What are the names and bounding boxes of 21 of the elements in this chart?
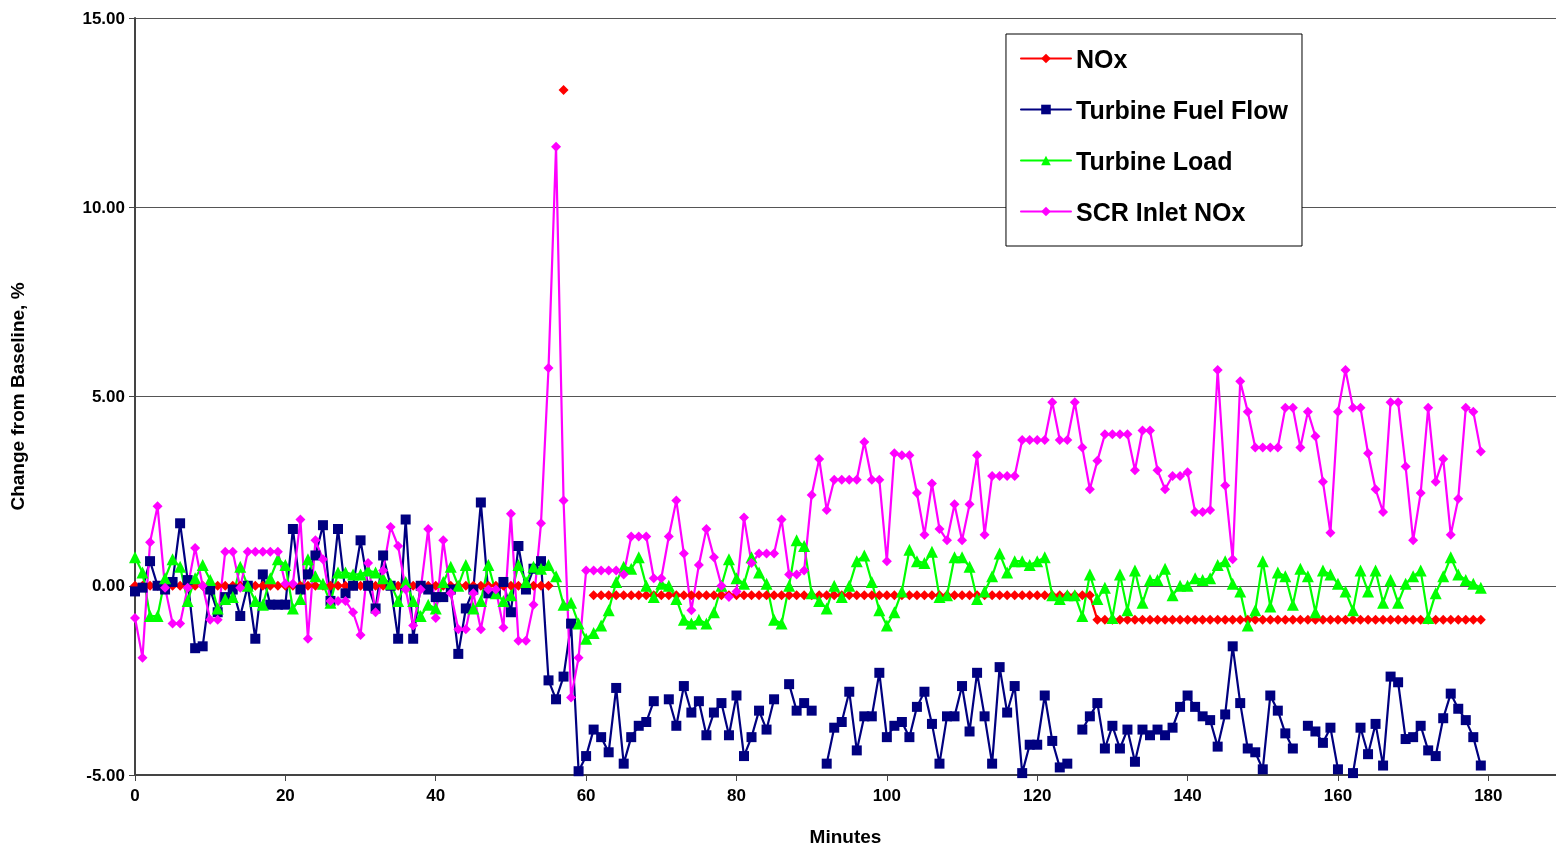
y-tick-label: 5.00: [91, 387, 125, 406]
y-tick-label: 10.00: [82, 197, 125, 217]
legend-label: Turbine Load: [1075, 146, 1233, 175]
x-tick-label: 40: [426, 786, 446, 805]
y-axis-title: Change from Baseline, %: [7, 282, 28, 511]
x-axis-title: Minutes: [809, 826, 882, 847]
legend-label: SCR Inlet NOx: [1075, 197, 1246, 226]
x-tick-label: 120: [1023, 786, 1052, 805]
legend-label: Turbine Fuel Flow: [1075, 95, 1289, 124]
x-tick-label: 140: [1173, 786, 1202, 805]
y-tick-label: -5.00: [86, 765, 125, 785]
x-tick-label: 160: [1323, 786, 1353, 805]
x-tick-label: 20: [275, 786, 295, 805]
legend-label: NOx: [1075, 44, 1128, 73]
x-tick-label: 100: [872, 786, 902, 805]
x-tick-label: 0: [130, 786, 140, 805]
x-tick-label: 80: [727, 786, 746, 805]
y-tick-label: 15.00: [82, 8, 125, 28]
y-tick-label: 0.00: [91, 576, 125, 596]
x-tick-label: 60: [576, 786, 596, 805]
x-tick-label: 180: [1474, 786, 1503, 805]
